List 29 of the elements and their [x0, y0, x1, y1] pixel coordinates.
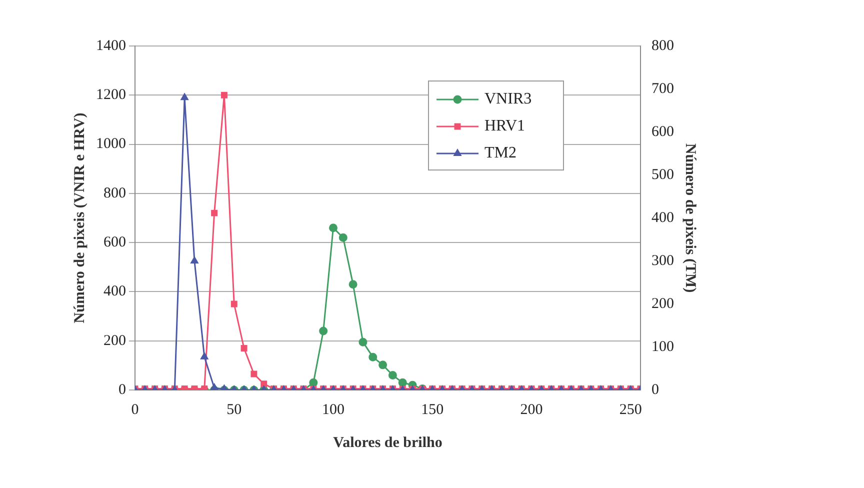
- x-tick-label: 0: [131, 402, 139, 418]
- y2-tick-label: 700: [652, 80, 674, 97]
- legend-label: HRV1: [484, 118, 525, 135]
- y2-tick-label: 400: [652, 210, 674, 226]
- y2-tick-label: 600: [652, 124, 674, 140]
- legend-label: VNIR3: [484, 90, 532, 108]
- x-tick-label: 150: [421, 402, 444, 418]
- x-tick-label: 100: [322, 402, 344, 418]
- y-tick-label: 0: [118, 382, 126, 398]
- y2-axis-title: Número de pixeis (TM): [682, 143, 698, 293]
- y2-tick-label: 100: [652, 338, 674, 355]
- legend-label: TM2: [484, 144, 516, 162]
- y2-tick-label: 800: [652, 38, 674, 54]
- y2-tick-label: 200: [652, 296, 674, 312]
- y2-tick-label: 500: [652, 166, 674, 183]
- y-tick-label: 400: [104, 284, 126, 300]
- y-tick-label: 800: [104, 185, 126, 202]
- x-axis-title: Valores de brilho: [333, 434, 442, 451]
- y-tick-label: 200: [104, 332, 126, 349]
- y-tick-label: 1200: [96, 87, 126, 104]
- y2-tick-label: 300: [652, 252, 674, 269]
- y-axis-title: Número de pixeis (VNIR e HRV): [72, 112, 88, 324]
- x-tick-label: 50: [226, 402, 242, 418]
- x-tick-label: 200: [520, 402, 543, 418]
- x-tick-label: 250: [619, 402, 642, 418]
- y-tick-label: 1400: [96, 38, 126, 54]
- y2-tick-label: 0: [652, 382, 659, 398]
- y-tick-label: 600: [104, 234, 126, 251]
- y-tick-label: 1000: [96, 136, 126, 152]
